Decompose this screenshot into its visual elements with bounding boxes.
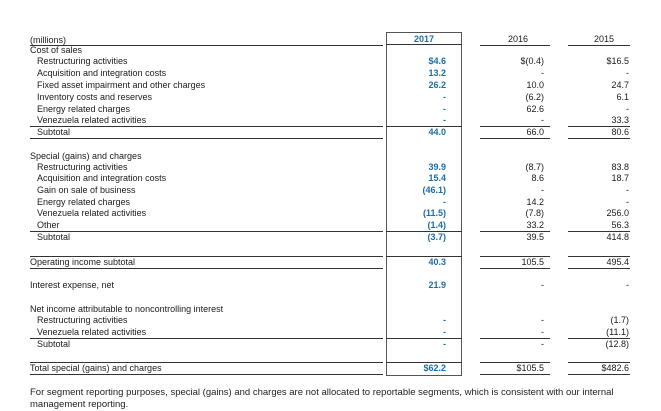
row-rule: [568, 126, 630, 127]
row-rule: [480, 126, 550, 127]
section-title-cost-of-sales: Cost of sales: [30, 45, 83, 55]
year-2017-header: 2017: [413, 34, 435, 44]
units-label: (millions): [30, 35, 66, 45]
row-rule: [30, 338, 383, 339]
row-rule: [568, 138, 630, 139]
row-rule: [568, 268, 630, 269]
row-rule: [480, 138, 550, 139]
row-rule: [386, 256, 462, 257]
section-title-special-charges: Special (gains) and charges: [30, 151, 142, 161]
row-rule: [480, 374, 550, 375]
row-rule: [480, 231, 550, 232]
year-2015-header: 2015: [593, 34, 615, 44]
row-rule: [480, 362, 550, 363]
header-rule-2015: [568, 45, 630, 46]
row-rule: [386, 231, 462, 232]
row-rule: [480, 256, 550, 257]
row-rule: [568, 256, 630, 257]
row-rule: [30, 231, 383, 232]
row-rule: [30, 138, 383, 139]
header-rule-label: [30, 45, 383, 46]
row-rule: [568, 338, 630, 339]
row-rule: [480, 268, 550, 269]
row-rule: [386, 338, 462, 339]
row-rule: [480, 338, 550, 339]
highlight-2017-column: [386, 32, 462, 376]
row-rule: [386, 362, 462, 363]
header-rule-2017: [386, 44, 462, 45]
row-rule: [30, 256, 383, 257]
row-rule: [30, 268, 383, 269]
row-rule: [386, 126, 462, 127]
header-rule-2016: [480, 45, 550, 46]
row-rule: [568, 231, 630, 232]
row-rule: [568, 374, 630, 375]
row-rule: [568, 362, 630, 363]
row-rule: [30, 126, 383, 127]
row-rule: [30, 374, 383, 375]
footnote: For segment reporting purposes, special …: [30, 387, 614, 410]
section-title-nci: Net income attributable to noncontrollin…: [30, 304, 224, 314]
year-2016-header: 2016: [507, 34, 529, 44]
row-rule: [30, 362, 383, 363]
